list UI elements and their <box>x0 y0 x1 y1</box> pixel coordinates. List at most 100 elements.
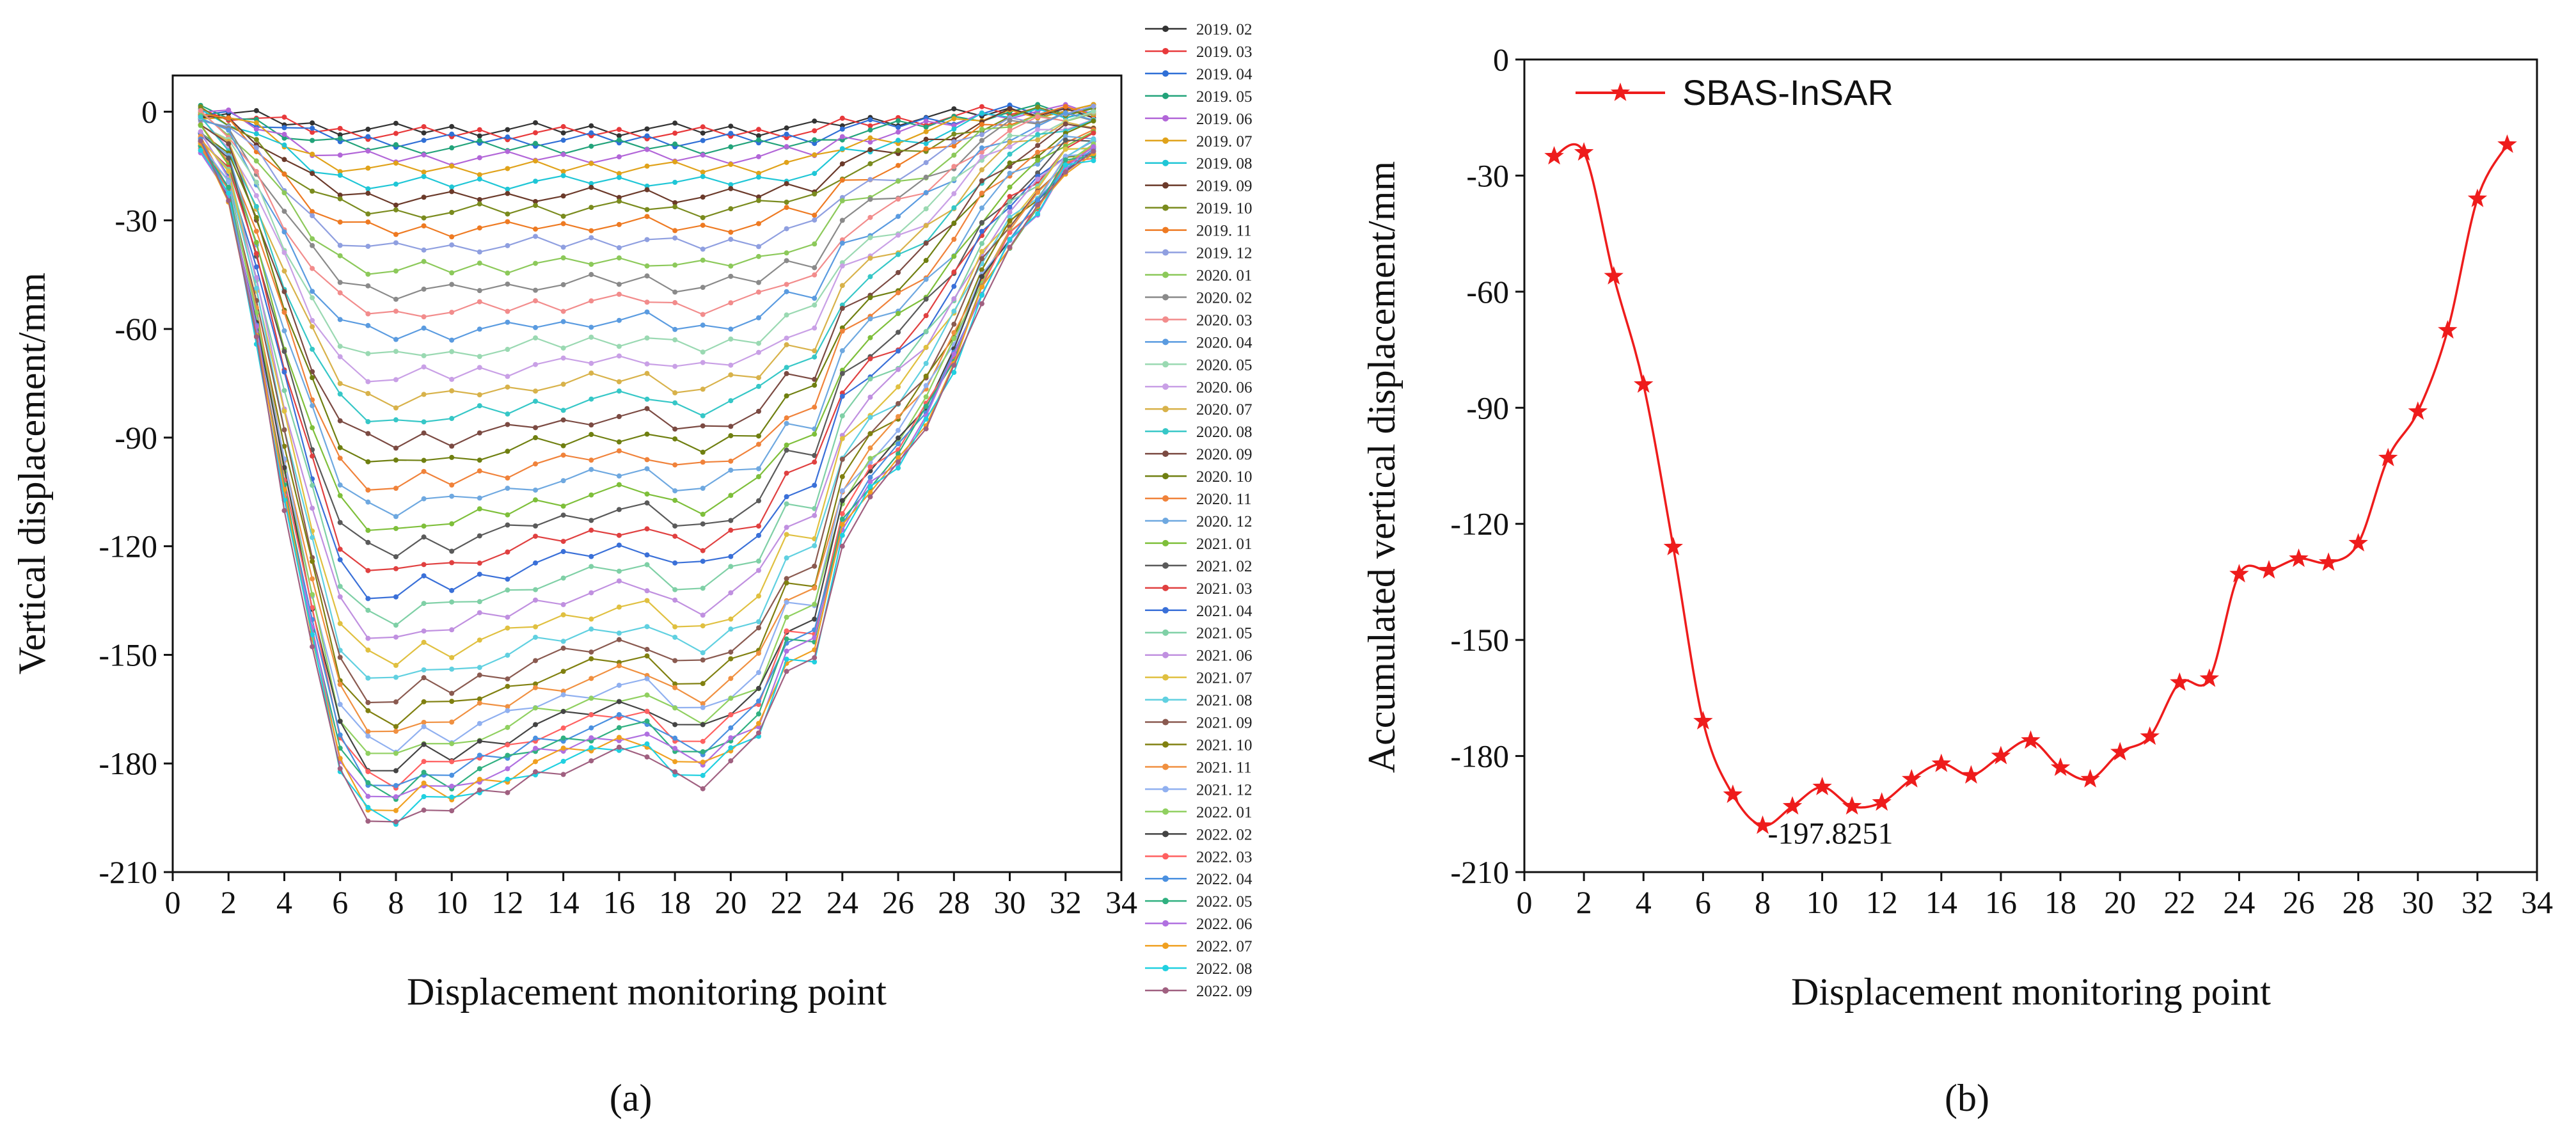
chart-a-point <box>616 744 622 750</box>
chart-a-point <box>951 237 957 243</box>
chart-a-point <box>393 349 399 354</box>
chart-a-point <box>812 118 818 124</box>
chart-a-point <box>728 458 734 464</box>
chart-a-legend-label: 2021. 05 <box>1196 625 1252 642</box>
chart-a-point <box>867 489 873 495</box>
chart-a-point <box>812 325 818 331</box>
chart-a-point <box>784 131 789 137</box>
chart-a-point <box>477 495 482 501</box>
chart-a-point <box>560 244 566 250</box>
chart-a-point <box>951 191 957 196</box>
chart-a-point <box>1007 194 1013 200</box>
chart-a-point <box>589 228 594 234</box>
chart-a-legend-label: 2022. 03 <box>1196 848 1252 866</box>
chart-a-point <box>755 474 761 480</box>
chart-b-plot-frame <box>1523 58 2538 873</box>
chart-a-point <box>784 289 789 294</box>
chart-a-point <box>505 308 510 314</box>
chart-a-legend-label: 2020. 06 <box>1196 379 1252 396</box>
chart-a-legend-item: 2022. 02 <box>1145 826 1252 843</box>
chart-a-point <box>337 621 343 626</box>
chart-a-point <box>923 361 929 367</box>
chart-a-point <box>616 282 622 287</box>
chart-a-point <box>784 282 789 287</box>
chart-a-point <box>672 681 678 687</box>
chart-a-point <box>951 308 957 314</box>
chart-a-legend-item: 2021. 10 <box>1145 737 1252 754</box>
chart-a-point <box>533 735 539 741</box>
chart-a-point <box>337 520 343 525</box>
chart-a-point <box>281 142 287 148</box>
chart-a-y-tick-label: -60 <box>115 311 157 347</box>
chart-a-point <box>784 580 789 586</box>
chart-a-point <box>449 587 455 593</box>
chart-a-point <box>700 413 706 418</box>
chart-a-point <box>477 172 482 178</box>
chart-a-point <box>310 209 315 214</box>
chart-b-point <box>2110 742 2130 761</box>
chart-a-point <box>672 735 678 741</box>
chart-a-legend-item: 2022. 03 <box>1145 848 1252 866</box>
chart-a-point <box>505 683 510 689</box>
chart-a-point <box>1007 230 1013 235</box>
chart-a-point <box>310 324 315 330</box>
chart-a-legend-item: 2020. 10 <box>1145 468 1252 486</box>
chart-a-point <box>589 649 594 655</box>
chart-a-legend-item: 2020. 05 <box>1145 356 1252 374</box>
chart-a-plot-frame <box>171 74 1123 873</box>
chart-a-point <box>393 724 399 729</box>
chart-a-point <box>616 344 622 349</box>
chart-a-point <box>365 283 371 289</box>
chart-a-point <box>839 126 845 132</box>
chart-a-point <box>393 131 399 136</box>
chart-a-x-tick-label: 8 <box>388 884 404 920</box>
chart-a-point <box>393 120 399 126</box>
chart-a-point <box>728 186 734 191</box>
chart-a-point <box>728 564 734 569</box>
chart-b-x-tick-label: 14 <box>1925 884 1957 920</box>
chart-a-point <box>533 705 539 711</box>
chart-a-point <box>700 738 706 744</box>
chart-b-point <box>2467 188 2488 207</box>
chart-a-point <box>784 205 789 211</box>
chart-a-point <box>951 106 957 112</box>
chart-b-point <box>1902 768 1922 788</box>
chart-a-point <box>477 430 482 436</box>
chart-a-point <box>337 493 343 498</box>
chart-a-point <box>477 637 482 643</box>
chart-a-point <box>310 576 315 582</box>
chart-a-point <box>867 415 873 420</box>
chart-a-point <box>310 138 315 143</box>
chart-a-point <box>421 699 427 704</box>
chart-a-legend-label: 2021. 01 <box>1196 536 1252 553</box>
chart-a-point <box>477 201 482 207</box>
chart-a-legend-marker <box>1162 898 1169 905</box>
chart-a-point <box>560 745 566 751</box>
chart-a-point <box>644 370 650 376</box>
chart-a-point <box>784 258 789 264</box>
chart-a-point <box>616 439 622 445</box>
chart-a-point <box>839 413 845 418</box>
chart-a-point <box>951 253 957 259</box>
chart-a-legend-item: 2019. 07 <box>1145 133 1252 150</box>
chart-a-point <box>560 503 566 509</box>
chart-a-point <box>755 244 761 250</box>
chart-a-series <box>198 102 1096 150</box>
chart-a-point <box>393 417 399 423</box>
chart-a-point <box>393 768 399 774</box>
chart-a-point <box>560 758 566 764</box>
chart-a-legend-item: 2020. 03 <box>1145 312 1252 329</box>
chart-a-point <box>728 300 734 306</box>
chart-a-point <box>728 398 734 404</box>
chart-b-y-tick-label: -90 <box>1466 390 1509 425</box>
chart-a-point <box>337 701 343 707</box>
chart-a-point <box>672 289 678 295</box>
chart-a-point <box>449 482 455 488</box>
chart-a-point <box>560 539 566 545</box>
chart-a-x-tick-label: 4 <box>276 884 292 920</box>
chart-a-point <box>867 445 873 451</box>
chart-a-point <box>644 183 650 189</box>
chart-a-point <box>533 227 539 232</box>
chart-a-point <box>477 365 482 370</box>
chart-a-legend-item: 2021. 06 <box>1145 648 1252 665</box>
